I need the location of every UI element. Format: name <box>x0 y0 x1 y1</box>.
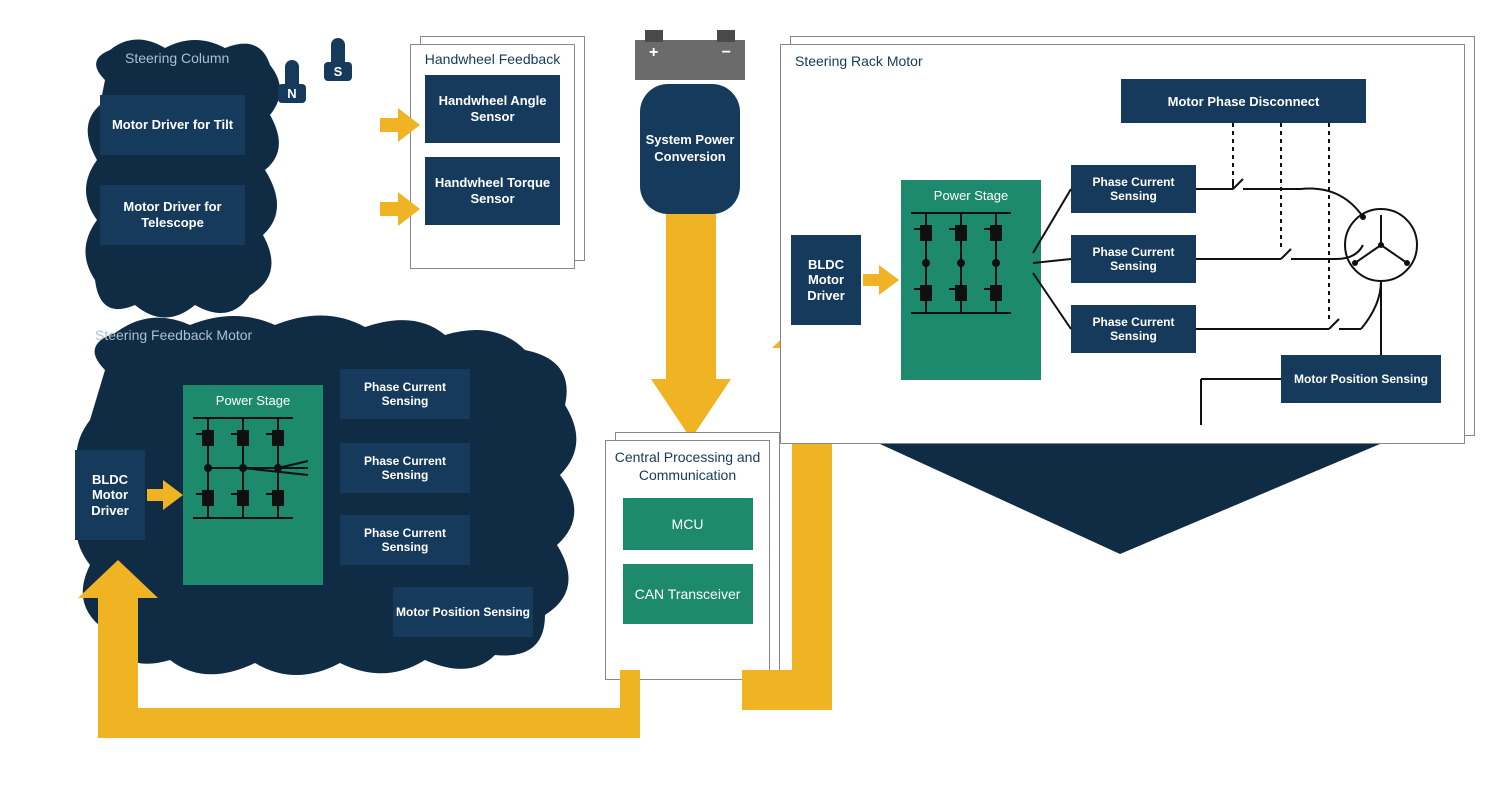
road-shape <box>760 444 1480 564</box>
handwheel-torque-sensor: Handwheel Torque Sensor <box>425 157 560 225</box>
diagram-canvas: Steering Column Motor Driver for Tilt Mo… <box>0 0 1500 800</box>
rack-panel: Steering Rack Motor BLDC Motor Driver Po… <box>780 44 1465 444</box>
feedback-phase-sense-2: Phase Current Sensing <box>340 443 470 493</box>
motor-driver-tilt-label: Motor Driver for Tilt <box>112 117 233 133</box>
arrow-feedback-bldc-to-powerstage <box>147 480 183 510</box>
motor-driver-telescope-label: Motor Driver for Telescope <box>100 199 245 230</box>
rack-wiring <box>781 45 1466 445</box>
feedback-motor-title: Steering Feedback Motor <box>95 327 252 343</box>
feedback-power-stage: Power Stage <box>183 385 323 585</box>
mcu-label: MCU <box>672 516 704 532</box>
handwheel-angle-label: Handwheel Angle Sensor <box>425 93 560 124</box>
battery-minus-label: − <box>722 44 731 62</box>
steering-column-cloud <box>85 40 280 320</box>
magnet-s: S <box>324 38 352 78</box>
handwheel-title: Handwheel Feedback <box>411 45 574 75</box>
mcu-block: MCU <box>623 498 753 550</box>
can-block: CAN Transceiver <box>623 564 753 624</box>
motor-driver-telescope: Motor Driver for Telescope <box>100 185 245 245</box>
motor-driver-tilt: Motor Driver for Tilt <box>100 95 245 155</box>
arrow-to-torque-sensor <box>380 192 420 226</box>
feedback-phase-3-label: Phase Current Sensing <box>340 526 470 555</box>
feedback-phase-1-label: Phase Current Sensing <box>340 380 470 409</box>
can-label: CAN Transceiver <box>635 586 741 603</box>
battery-icon: + − <box>635 30 745 80</box>
feedback-phase-sense-3: Phase Current Sensing <box>340 515 470 565</box>
arrow-power-down <box>651 214 731 439</box>
system-power-label: System Power Conversion <box>640 132 740 166</box>
feedback-phase-sense-1: Phase Current Sensing <box>340 369 470 419</box>
handwheel-panel: Handwheel Feedback Handwheel Angle Senso… <box>410 44 575 269</box>
battery-plus-label: + <box>649 44 658 62</box>
system-power-conversion: System Power Conversion <box>640 84 740 214</box>
feedback-phase-2-label: Phase Current Sensing <box>340 454 470 483</box>
feedback-bldc-driver: BLDC Motor Driver <box>75 450 145 540</box>
feedback-bldc-label: BLDC Motor Driver <box>75 472 145 519</box>
arrow-central-to-feedback <box>80 560 640 745</box>
arrow-to-angle-sensor <box>380 108 420 142</box>
handwheel-angle-sensor: Handwheel Angle Sensor <box>425 75 560 143</box>
steering-column-title: Steering Column <box>125 50 229 66</box>
magnet-n: N <box>278 60 306 100</box>
handwheel-torque-label: Handwheel Torque Sensor <box>425 175 560 206</box>
